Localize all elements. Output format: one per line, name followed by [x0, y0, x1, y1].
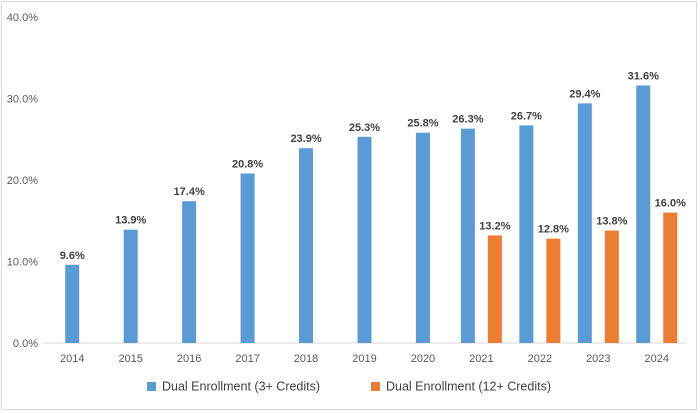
bar-dual-enrollment-3-plus-2015	[123, 229, 138, 343]
data-label: 31.6%	[628, 70, 659, 82]
x-tick-label: 2015	[118, 353, 142, 365]
bars	[65, 85, 678, 344]
bar-dual-enrollment-12-plus-2022	[546, 238, 561, 343]
y-tick-label: 0.0%	[13, 338, 38, 350]
x-tick-label: 2014	[60, 353, 84, 365]
data-label: 26.7%	[511, 110, 542, 122]
data-label: 17.4%	[174, 186, 205, 198]
x-tick-label: 2019	[352, 353, 376, 365]
data-label: 20.8%	[232, 158, 263, 170]
bar-dual-enrollment-3-plus-2024	[636, 85, 651, 344]
x-tick-label: 2024	[645, 353, 669, 365]
data-label: 13.9%	[115, 215, 146, 227]
bar-dual-enrollment-3-plus-2016	[182, 201, 197, 343]
y-tick-label: 10.0%	[7, 257, 38, 269]
legend-swatch	[147, 382, 156, 391]
legend-swatch	[371, 382, 380, 391]
data-labels: 9.6% 13.9% 17.4% 20.8% 23.9% 25.3% 25.8% 26.3% 1…	[60, 70, 686, 261]
bar-dual-enrollment-12-plus-2021	[487, 235, 502, 343]
data-label: 16.0%	[655, 198, 686, 210]
bar-dual-enrollment-3-plus-2020	[415, 132, 430, 343]
bar-dual-enrollment-3-plus-2018	[299, 148, 314, 343]
data-label: 26.3%	[452, 114, 483, 126]
bar-dual-enrollment-3-plus-2021	[460, 128, 475, 343]
legend-label: Dual Enrollment (12+ Credits)	[386, 380, 551, 394]
data-label: 25.8%	[407, 118, 438, 130]
y-axis: 0.0% 10.0% 20.0% 30.0% 40.0%	[7, 12, 38, 350]
data-label: 13.8%	[596, 216, 627, 228]
x-tick-label: 2018	[294, 353, 318, 365]
x-tick-label: 2021	[469, 353, 493, 365]
bar-dual-enrollment-3-plus-2023	[577, 103, 592, 343]
data-label: 25.3%	[349, 122, 380, 134]
legend-label: Dual Enrollment (3+ Credits)	[162, 380, 320, 394]
bar-dual-enrollment-12-plus-2023	[604, 230, 619, 343]
x-tick-label: 2023	[586, 353, 610, 365]
y-tick-label: 30.0%	[7, 94, 38, 106]
data-label: 12.8%	[538, 224, 569, 236]
data-label: 23.9%	[290, 133, 321, 145]
bar-dual-enrollment-3-plus-2022	[519, 125, 534, 344]
data-label: 29.4%	[569, 88, 600, 100]
y-tick-label: 20.0%	[7, 175, 38, 187]
legend: Dual Enrollment (3+ Credits) Dual Enrollm…	[147, 380, 551, 394]
x-tick-label: 2022	[528, 353, 552, 365]
x-tick-label: 2020	[411, 353, 435, 365]
bar-dual-enrollment-3-plus-2019	[357, 136, 372, 343]
bar-dual-enrollment-12-plus-2024	[663, 212, 678, 343]
x-tick-label: 2016	[177, 353, 201, 365]
bar-dual-enrollment-3-plus-2017	[240, 173, 255, 343]
y-tick-label: 40.0%	[7, 12, 38, 24]
bar-dual-enrollment-3-plus-2014	[65, 264, 80, 343]
data-label: 9.6%	[60, 250, 85, 262]
x-tick-label: 2017	[235, 353, 259, 365]
data-label: 13.2%	[479, 220, 510, 232]
x-axis: 2014 2015 2016 2017 2018 2019 2020 2021 2022 2023…	[43, 342, 686, 365]
